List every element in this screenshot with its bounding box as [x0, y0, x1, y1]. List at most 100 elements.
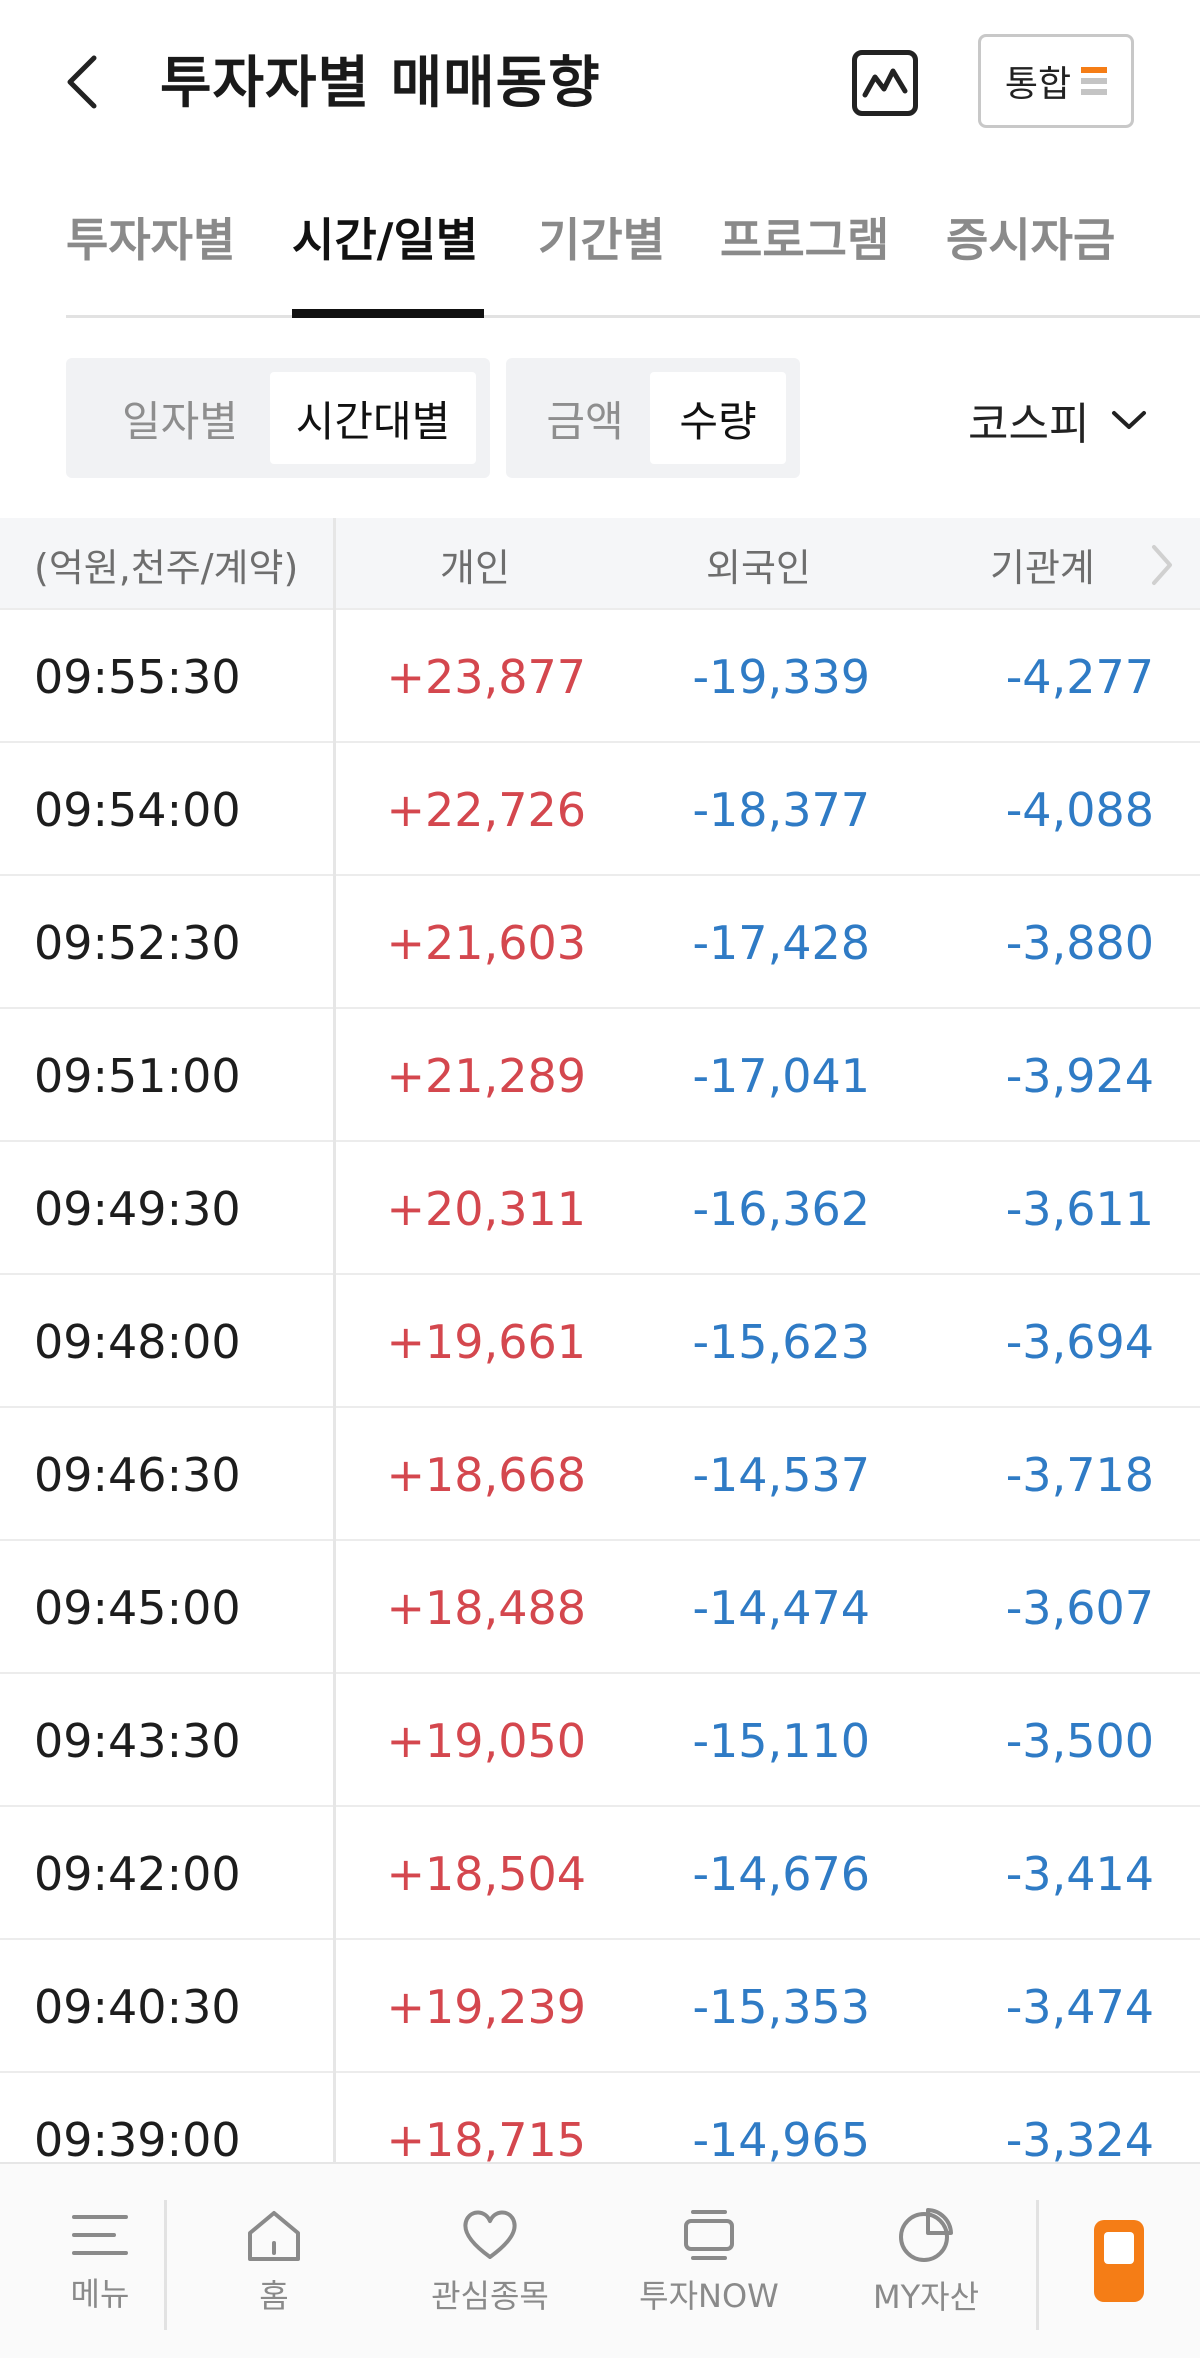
foreign-cell: -19,339: [692, 649, 870, 704]
table-row[interactable]: 09:51:00 +21,289 -17,041 -3,924: [0, 1009, 1200, 1142]
nav-watchlist-label: 관심종목: [431, 2277, 549, 2315]
foreign-cell: -16,362: [692, 1181, 870, 1236]
individual-header: 개인: [440, 545, 510, 590]
chevron-right-icon[interactable]: [1150, 544, 1174, 586]
individual-cell: +21,289: [386, 1048, 587, 1103]
line-chart-icon: [862, 68, 908, 98]
table-row[interactable]: 09:45:00 +18,488 -14,474 -3,607: [0, 1541, 1200, 1674]
institution-header: 기관계: [990, 545, 1095, 590]
time-cell: 09:55:30: [34, 649, 241, 704]
time-cell: 09:43:30: [34, 1713, 241, 1768]
institution-cell: -3,500: [1005, 1713, 1154, 1768]
time-cell: 09:46:30: [34, 1447, 241, 1502]
segment-amount[interactable]: 금액: [546, 396, 624, 446]
page-title: 투자자별 매매동향: [160, 51, 601, 116]
foreign-cell: -14,537: [692, 1447, 870, 1502]
institution-cell: -4,088: [1005, 782, 1154, 837]
active-tab-indicator: [292, 309, 484, 318]
segment-hourly[interactable]: 시간대별: [270, 372, 476, 464]
individual-cell: +23,877: [386, 649, 587, 704]
tab-market-funds[interactable]: 증시자금: [946, 213, 1116, 267]
time-cell: 09:45:00: [34, 1580, 241, 1635]
nav-my-assets-label: MY자산: [872, 2278, 980, 2316]
institution-cell: -3,474: [1005, 1979, 1154, 2034]
institution-cell: -3,694: [1005, 1314, 1154, 1369]
unified-toggle-button[interactable]: 통합: [978, 34, 1134, 128]
tab-bar: 투자자별 시간/일별 기간별 프로그램 증시자금: [66, 190, 1200, 318]
foreign-cell: -17,428: [692, 915, 870, 970]
institution-cell: -3,718: [1005, 1447, 1154, 1502]
menu-bars-icon: [1081, 67, 1108, 95]
tab-time-daily[interactable]: 시간/일별: [292, 213, 479, 267]
table-row[interactable]: 09:39:00 +18,715 -14,965 -3,324: [0, 2073, 1200, 2163]
table-row[interactable]: 09:46:30 +18,668 -14,537 -3,718: [0, 1408, 1200, 1541]
market-select-value: 코스피: [968, 399, 1090, 450]
individual-cell: +18,504: [386, 1846, 587, 1901]
foreign-header: 외국인: [706, 545, 811, 590]
app-header: 투자자별 매매동향 통합: [0, 0, 1200, 160]
table-row[interactable]: 09:48:00 +19,661 -15,623 -3,694: [0, 1275, 1200, 1408]
time-cell: 09:42:00: [34, 1846, 241, 1901]
individual-cell: +19,661: [386, 1314, 587, 1369]
table-row[interactable]: 09:42:00 +18,504 -14,676 -3,414: [0, 1807, 1200, 1940]
individual-cell: +18,668: [386, 1447, 587, 1502]
individual-cell: +19,239: [386, 1979, 587, 2034]
table-row[interactable]: 09:55:30 +23,877 -19,339 -4,277: [0, 610, 1200, 743]
foreign-cell: -15,353: [692, 1979, 870, 2034]
nav-my-assets[interactable]: MY자산: [846, 2164, 1006, 2358]
time-cell: 09:49:30: [34, 1181, 241, 1236]
segment-quantity[interactable]: 수량: [650, 372, 786, 464]
nav-invest-now[interactable]: 투자NOW: [626, 2164, 792, 2358]
chevron-left-icon: [67, 55, 97, 109]
column-divider: [333, 610, 336, 2162]
time-cell: 09:52:30: [34, 915, 241, 970]
tab-by-investor[interactable]: 투자자별: [66, 213, 236, 267]
individual-cell: +19,050: [386, 1713, 587, 1768]
foreign-cell: -18,377: [692, 782, 870, 837]
nav-menu[interactable]: 메뉴: [30, 2164, 170, 2358]
bottom-navigation: 메뉴 홈 관심종목 투자NOW MY자산: [0, 2162, 1200, 2358]
institution-cell: -3,611: [1005, 1181, 1154, 1236]
table-row[interactable]: 09:54:00 +22,726 -18,377 -4,088: [0, 743, 1200, 876]
unit-segment: 금액 수량: [506, 358, 800, 478]
foreign-cell: -14,676: [692, 1846, 870, 1901]
time-cell: 09:40:30: [34, 1979, 241, 2034]
nav-divider: [164, 2200, 167, 2330]
chart-view-button[interactable]: [852, 50, 918, 116]
individual-cell: +21,603: [386, 915, 587, 970]
nav-menu-label: 메뉴: [70, 2275, 130, 2313]
table-row[interactable]: 09:43:30 +19,050 -15,110 -3,500: [0, 1674, 1200, 1807]
column-divider: [333, 518, 336, 610]
segment-daily[interactable]: 일자별: [122, 396, 238, 446]
foreign-cell: -14,965: [692, 2112, 870, 2163]
foreign-cell: -14,474: [692, 1580, 870, 1635]
individual-cell: +20,311: [386, 1181, 587, 1236]
institution-cell: -3,880: [1005, 915, 1154, 970]
nav-home[interactable]: 홈: [204, 2164, 344, 2358]
institution-cell: -3,924: [1005, 1048, 1154, 1103]
market-select[interactable]: 코스피: [968, 384, 1147, 456]
table-row[interactable]: 09:52:30 +21,603 -17,428 -3,880: [0, 876, 1200, 1009]
tab-program[interactable]: 프로그램: [720, 213, 890, 267]
table-row[interactable]: 09:49:30 +20,311 -16,362 -3,611: [0, 1142, 1200, 1275]
menu-icon: [72, 2215, 128, 2255]
individual-cell: +18,715: [386, 2112, 587, 2163]
individual-cell: +18,488: [386, 1580, 587, 1635]
foreign-cell: -15,110: [692, 1713, 870, 1768]
phone-app-icon[interactable]: [1094, 2220, 1144, 2302]
institution-cell: -4,277: [1005, 649, 1154, 704]
nav-watchlist[interactable]: 관심종목: [410, 2164, 570, 2358]
time-cell: 09:39:00: [34, 2112, 241, 2163]
table-header: (억원,천주/계약) 개인 외국인 기관계: [0, 518, 1200, 610]
back-button[interactable]: [52, 42, 112, 122]
foreign-cell: -15,623: [692, 1314, 870, 1369]
nav-divider: [1036, 2200, 1039, 2330]
tab-by-period[interactable]: 기간별: [538, 213, 665, 267]
nav-home-label: 홈: [259, 2277, 289, 2315]
table-row[interactable]: 09:40:30 +19,239 -15,353 -3,474: [0, 1940, 1200, 2073]
time-cell: 09:48:00: [34, 1314, 241, 1369]
pie-chart-icon: [899, 2208, 953, 2262]
time-cell: 09:54:00: [34, 782, 241, 837]
time-cell: 09:51:00: [34, 1048, 241, 1103]
institution-cell: -3,607: [1005, 1580, 1154, 1635]
